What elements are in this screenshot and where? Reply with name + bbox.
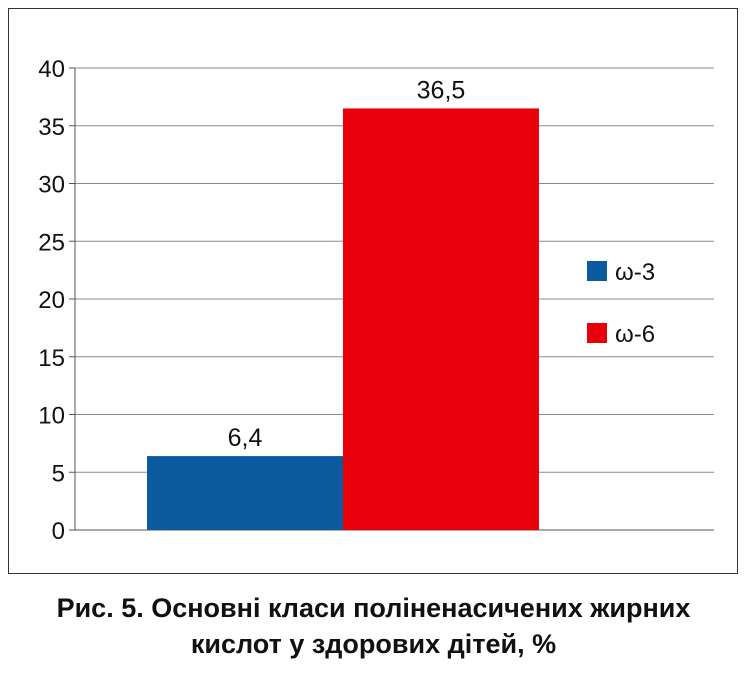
legend-label: ω-6 <box>615 321 655 348</box>
y-tick-label: 30 <box>38 172 65 199</box>
bar-omega-3 <box>147 456 343 530</box>
y-tick-label: 5 <box>52 460 65 487</box>
legend-swatch <box>587 323 607 343</box>
chart-frame: 0 5 10 15 20 25 30 35 40 6,4 36,5 ω-3 ω-6 <box>8 8 738 574</box>
bar-omega-6 <box>343 108 539 531</box>
y-tick-label: 40 <box>38 56 65 83</box>
y-tick-label: 20 <box>38 287 65 314</box>
y-tick-label: 15 <box>38 345 65 372</box>
y-axis: 0 5 10 15 20 25 30 35 40 <box>38 56 714 545</box>
caption-line-2: кислот у здорових дітей, % <box>190 629 557 659</box>
legend-label: ω-3 <box>615 259 655 286</box>
y-tick-label: 10 <box>38 403 65 430</box>
legend-swatch <box>587 261 607 281</box>
figure-caption: Рис. 5. Основні класи поліненасичених жи… <box>0 590 747 662</box>
data-label: 6,4 <box>228 424 263 452</box>
caption-line-1: Рис. 5. Основні класи поліненасичених жи… <box>56 593 691 623</box>
legend: ω-3 ω-6 <box>587 259 655 348</box>
bars: 6,4 36,5 <box>147 76 539 531</box>
y-tick-label: 35 <box>38 114 65 141</box>
y-tick-label: 0 <box>52 518 65 545</box>
data-label: 36,5 <box>417 76 466 104</box>
bar-chart: 0 5 10 15 20 25 30 35 40 6,4 36,5 ω-3 ω-6 <box>38 56 714 545</box>
y-tick-label: 25 <box>38 229 65 256</box>
